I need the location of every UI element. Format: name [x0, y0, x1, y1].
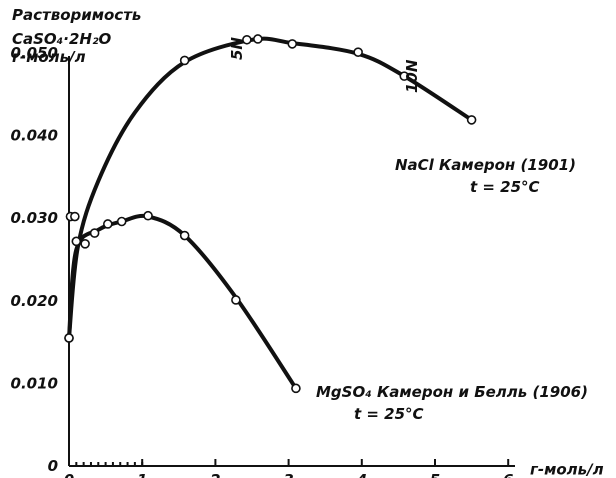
- text-labels: РастворимостьCaSO₄·2H₂Oг-моль/лг-моль/лN…: [12, 6, 604, 478]
- chart-title-line: г-моль/л: [12, 48, 86, 66]
- y-tick-label: 0: [48, 457, 58, 475]
- x-tick-label: 3: [283, 471, 293, 478]
- chart-title-line: CaSO₄·2H₂O: [12, 30, 112, 48]
- nacl-data-point: [353, 47, 363, 57]
- mgso4-data-point: [116, 216, 127, 227]
- nacl-data-point: [253, 34, 263, 44]
- concentration-annotation: 10N: [403, 59, 421, 93]
- mgso4-data-point: [231, 295, 241, 305]
- mgso4-series-label: t = 25°C: [354, 405, 424, 423]
- nacl-data-point: [399, 71, 410, 81]
- mgso4-data-point: [291, 383, 301, 394]
- axes: [68, 56, 515, 467]
- x-tick-label: 1: [137, 471, 147, 478]
- nacl-series-label: NaCl Камерон (1901): [395, 156, 576, 174]
- x-tick-label: 6: [503, 471, 513, 478]
- y-tick-label: 0.050: [11, 44, 58, 62]
- mgso4-data-point: [70, 211, 80, 222]
- tick-labels: 0 1 2 3 4 5 6 0 0.010 0.020 0.030 0.040 0.050: [11, 44, 514, 478]
- nacl-series-label: t = 25°C: [470, 178, 540, 196]
- nacl-data-point: [179, 55, 190, 66]
- mgso4-curve: [67, 213, 298, 391]
- y-tick-label: 0.040: [11, 127, 58, 145]
- nacl-data-point: [466, 115, 477, 125]
- mgso4-data-point: [179, 230, 190, 241]
- chart-title-line: Растворимость: [12, 6, 141, 24]
- nacl-curve: [67, 36, 474, 340]
- x-tick-label: 2: [210, 471, 220, 478]
- nacl-data-point: [287, 39, 298, 49]
- mgso4-data-point: [64, 333, 74, 343]
- mgso4-data-point: [102, 219, 113, 229]
- concentration-annotation: 5N: [228, 37, 246, 60]
- mgso4-data-point: [89, 228, 100, 238]
- mgso4-data-point: [143, 210, 153, 221]
- x-tick-label: 5: [430, 471, 440, 478]
- mgso4-data-point: [71, 236, 82, 247]
- y-tick-label: 0.010: [11, 374, 58, 392]
- x-tick-label: 4: [356, 471, 367, 478]
- x-axis-label: г-моль/л: [530, 461, 604, 478]
- mgso4-series-label: MgSO₄ Камерон и Белль (1906): [316, 383, 588, 401]
- y-tick-label: 0.020: [11, 292, 58, 310]
- nacl-data-point: [242, 34, 252, 45]
- y-tick-label: 0.030: [11, 209, 58, 227]
- mgso4-data-point: [80, 239, 90, 249]
- data-points: [64, 34, 477, 394]
- x-tick-label: 0: [64, 471, 74, 478]
